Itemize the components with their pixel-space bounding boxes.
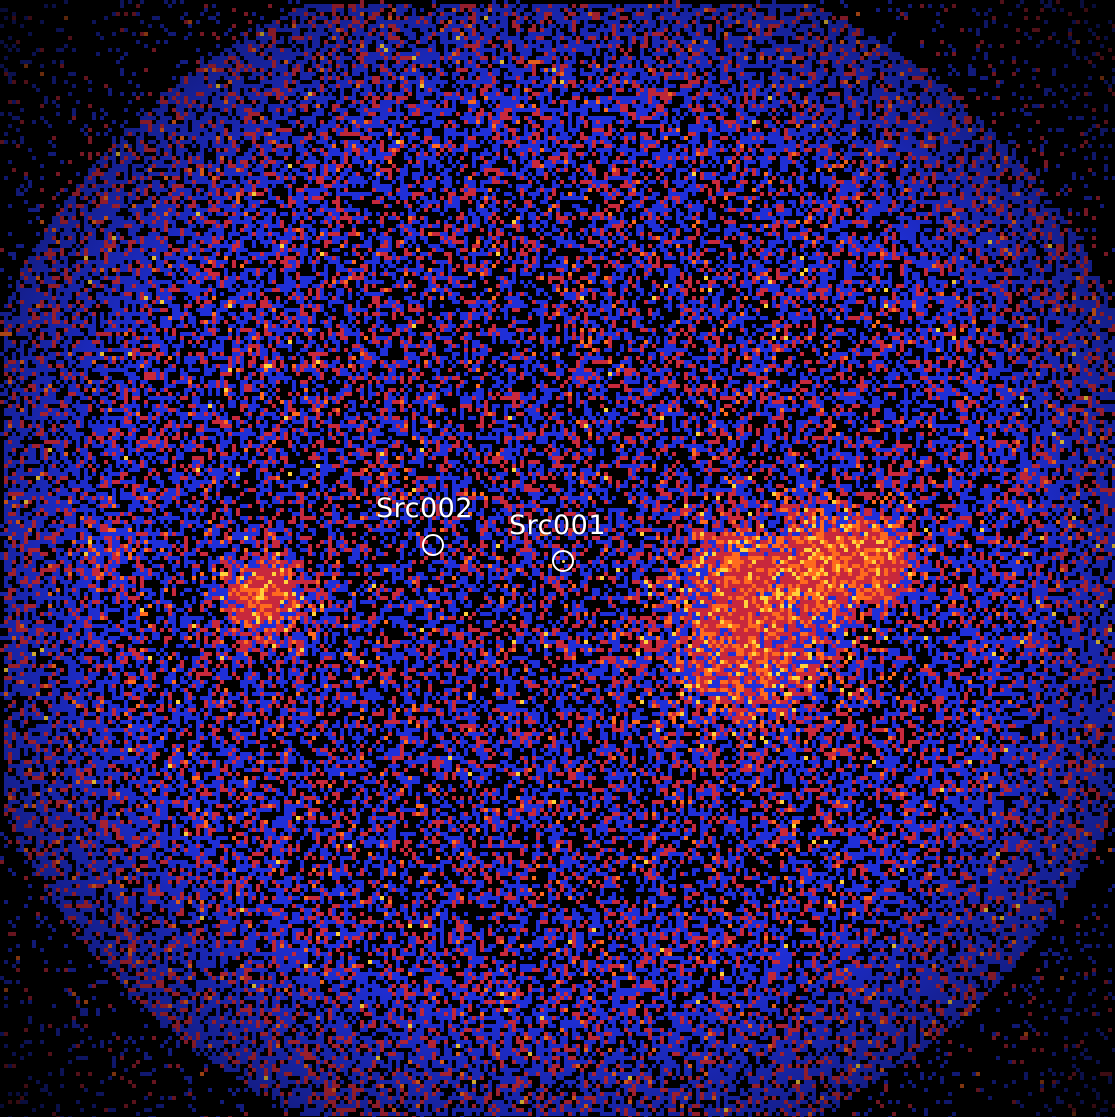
x-ray-sky-image <box>0 0 1115 1117</box>
